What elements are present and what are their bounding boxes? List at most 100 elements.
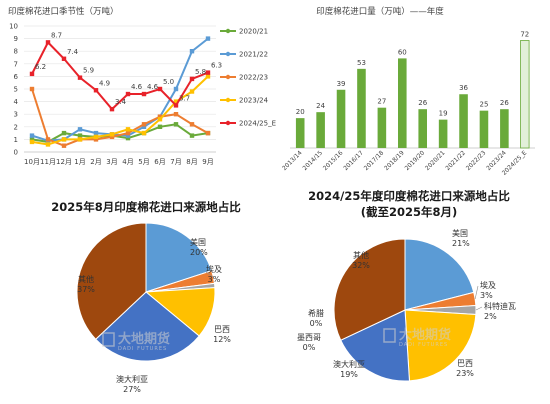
- series-data-label: 6.2: [35, 63, 46, 71]
- pie-slice-美国: [145, 222, 213, 293]
- line-x-tick-label: 3月: [106, 158, 117, 166]
- series-point-2024/25_E: [45, 40, 51, 45]
- series-point-2021/22: [141, 124, 147, 129]
- line-x-tick-label: 2月: [90, 158, 101, 166]
- pie-label-name: 其他: [78, 274, 94, 284]
- series-point-2020/21: [189, 133, 195, 138]
- bar-value-label: 26: [418, 99, 427, 107]
- legend-entry-2020/21: 2020/21: [239, 28, 268, 36]
- series-point-2022/23: [173, 112, 179, 117]
- line-y-tick-label: 7: [14, 60, 18, 68]
- pie-label-pct: 19%: [340, 370, 358, 379]
- series-point-2023/24: [141, 130, 147, 136]
- bar-x-tick-label: 2021/22: [444, 149, 467, 172]
- series-point-2022/23: [125, 130, 131, 136]
- bar-value-label: 25: [479, 101, 488, 109]
- legend-entry-2022/23: 2022/23: [239, 74, 268, 82]
- series-point-2023/24: [157, 117, 163, 122]
- bar-2018/19: [398, 58, 407, 148]
- bar-x-tick-label: 2019/20: [404, 149, 427, 172]
- series-point-2023/24: [189, 89, 195, 94]
- series-data-label: 6.3: [211, 62, 222, 70]
- line-x-tick-label: 1月: [74, 158, 85, 166]
- pie2-subtitle: (截至2025年8月): [361, 205, 458, 219]
- series-point-2024/25_E: [189, 76, 195, 82]
- bar-value-label: 27: [377, 98, 386, 106]
- pie-label-name: 墨西哥: [297, 333, 321, 342]
- line-y-tick-label: 5: [14, 86, 18, 94]
- bar-x-tick-label: 2013/14: [281, 149, 304, 172]
- pie-slice-澳大利亚: [340, 309, 410, 382]
- line-chart-x-ticks: 10月 11月 12月 1月 2月 3月 4月 5月 6月 7月 8月 9月: [24, 158, 214, 166]
- series-point-2020/21: [29, 137, 35, 142]
- series-point-2024/25_E: [29, 71, 35, 77]
- bar-value-label: 39: [337, 80, 346, 88]
- line-y-tick-label: 4: [14, 98, 19, 106]
- bar-value-label: 60: [398, 48, 407, 56]
- watermark-text: 大地期货: [118, 331, 170, 347]
- watermark-subtext: DADI FUTURES: [118, 346, 167, 352]
- pie-label-pct: 27%: [123, 385, 141, 394]
- bar-2023/24: [500, 109, 509, 148]
- legend-marker-2020/21: [225, 28, 231, 34]
- series-point-2024/25_E: [141, 91, 147, 97]
- series-point-2021/22: [77, 127, 83, 132]
- line-x-tick-label: 5月: [138, 158, 149, 166]
- bar-value-label: 26: [500, 99, 509, 107]
- series-point-2024/25_E: [77, 75, 83, 80]
- bar-value-label: 19: [439, 110, 448, 118]
- pie-label-pct: 12%: [213, 335, 231, 344]
- series-point-2021/22: [125, 133, 131, 138]
- bar-chart-title: 印度棉花进口量（万吨）——年度: [316, 6, 444, 17]
- pie-label-name: 美国: [190, 237, 206, 247]
- series-line-2022/23: [31, 88, 209, 147]
- bar-2019/20: [418, 109, 427, 148]
- bar-chart-value-labels: 20 24 39 53 27 60 26 19 36 25 26 72: [296, 30, 530, 117]
- pie1-title: 2025年8月印度棉花进口来源地占比: [51, 200, 241, 214]
- bar-x-tick-label: 2020/21: [424, 149, 447, 172]
- bar-x-tick-label: 2022/23: [465, 149, 488, 172]
- line-chart-series: [29, 36, 211, 148]
- pie2-leader-lines: [474, 285, 483, 311]
- line-x-tick-label: 11月: [40, 158, 56, 166]
- bar-value-label: 24: [316, 102, 325, 110]
- line-chart-y-ticks: 0 1 2 3 4 5 6 7 8 9 10: [9, 23, 18, 157]
- line-y-tick-label: 1: [14, 136, 18, 144]
- series-line-2020/21: [31, 123, 209, 143]
- pie-label-pct: 0%: [310, 319, 323, 328]
- line-y-tick-label: 6: [14, 73, 19, 81]
- line-x-tick-label: 9月: [202, 158, 213, 166]
- series-point-2023/24: [45, 142, 51, 147]
- series-point-2021/22: [29, 133, 35, 138]
- pie-label-name: 巴西: [214, 325, 230, 334]
- series-point-2022/23: [45, 137, 51, 142]
- series-point-2022/23: [205, 130, 211, 136]
- series-point-2022/23: [141, 122, 147, 127]
- bar-value-label: 36: [459, 84, 468, 92]
- series-point-2020/21: [157, 124, 163, 129]
- series-data-label: 4.9: [99, 79, 110, 87]
- watermark-subtext: DADI FUTURES: [399, 342, 448, 348]
- pie-label-pct: 2%: [484, 312, 497, 321]
- pie-leader-line: [475, 306, 483, 311]
- pie-label-name: 埃及: [480, 280, 496, 290]
- bar-x-tick-label: 2016/17: [342, 149, 365, 172]
- pie1-leader-lines: [205, 271, 214, 278]
- line-chart-title: 印度棉花进口季节性（万吨）: [8, 6, 119, 17]
- pie-label-pct: 23%: [456, 369, 474, 378]
- legend-marker-2024/25_E: [225, 120, 231, 126]
- bar-x-tick-label: 2017/18: [363, 149, 386, 172]
- pie-label-name: 埃及: [206, 264, 222, 274]
- series-point-2023/24: [205, 74, 211, 79]
- seasonal-line-chart: 印度棉花进口季节性（万吨） 0 1 2 3 4 5 6 7 8 9 10 10月 11月 12月 1月 2月…: [8, 6, 276, 166]
- pie-label-name: 希腊: [308, 308, 324, 318]
- pie-slice-其他: [76, 222, 147, 340]
- pie2-title: 2024/25年度印度棉花进口来源地占比: [308, 189, 510, 203]
- bar-2021/22: [459, 94, 468, 148]
- pie-label-pct: 21%: [452, 239, 470, 248]
- series-data-label: 5.8: [195, 68, 206, 76]
- series-point-2021/22: [189, 49, 195, 54]
- annual-bar-chart: 印度棉花进口量（万吨）——年度 20 24 39 53 27 60 26 19 36 25 26 72…: [281, 6, 535, 177]
